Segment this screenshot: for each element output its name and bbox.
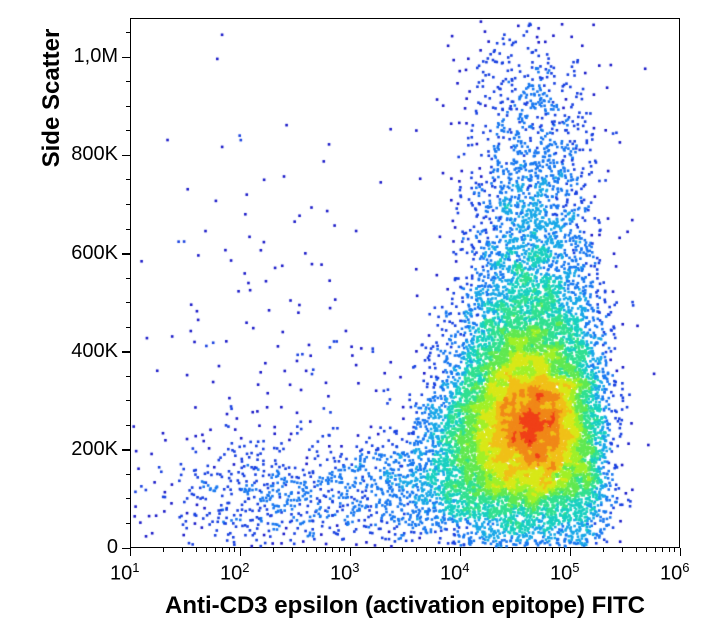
plot-area <box>130 18 680 548</box>
y-tick-label: 400K <box>71 340 118 363</box>
x-axis-label: Anti-CD3 epsilon (activation epitope) FI… <box>130 592 680 620</box>
y-tick-label: 800K <box>71 143 118 166</box>
y-axis-label: Side Scatter <box>38 0 66 363</box>
x-tick-label: 104 <box>440 560 469 586</box>
y-tick-label: 0 <box>107 536 118 559</box>
x-tick-label: 106 <box>660 560 689 586</box>
flow-cytometry-chart: 1011021031041051060200K400K600K800K1,0M … <box>0 0 711 641</box>
scatter-canvas <box>131 19 681 549</box>
x-tick-label: 105 <box>550 560 579 586</box>
y-tick-label: 200K <box>71 438 118 461</box>
x-tick-label: 101 <box>110 560 139 586</box>
x-tick-label: 103 <box>330 560 359 586</box>
y-tick-label: 600K <box>71 242 118 265</box>
x-tick-label: 102 <box>220 560 249 586</box>
y-tick-label: 1,0M <box>74 45 118 68</box>
